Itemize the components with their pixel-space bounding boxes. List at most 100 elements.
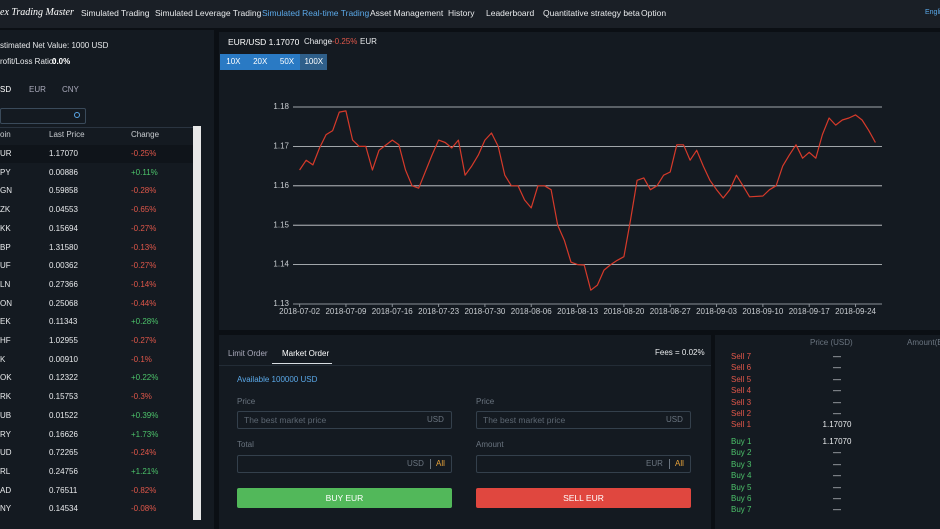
last-price: 0.14534 [49, 504, 78, 514]
coin-code[interactable]: ZK [0, 205, 11, 215]
unit: USD [427, 415, 444, 424]
language[interactable]: Engli [925, 9, 940, 16]
coin-code[interactable]: KK [0, 223, 11, 233]
change: +0.39% [131, 410, 159, 420]
leverage-label[interactable]: 10X [226, 57, 241, 66]
nav-item[interactable]: History [448, 8, 475, 18]
leverage-button[interactable] [273, 54, 301, 70]
leverage-label[interactable]: 20X [253, 57, 268, 66]
coin-code[interactable]: UR [0, 149, 12, 158]
price-input[interactable] [237, 411, 452, 429]
last-price: 0.76511 [49, 485, 78, 495]
book-price: 1.17070 [822, 420, 852, 430]
x-tick-label: 2018-07-16 [372, 307, 413, 316]
field-label: Price [476, 397, 495, 406]
nav-item[interactable]: Asset Management [370, 8, 444, 18]
leverage-button[interactable] [246, 54, 274, 70]
coin-code[interactable]: NY [0, 504, 12, 514]
coin-code[interactable]: GN [0, 186, 12, 196]
amount-input[interactable] [476, 455, 691, 473]
currency-tab[interactable]: SD [0, 85, 12, 94]
trade-button[interactable] [237, 488, 452, 508]
leverage-button[interactable] [300, 54, 328, 70]
last-price: 0.12322 [49, 373, 78, 383]
coin-code[interactable]: RY [0, 429, 11, 439]
x-tick-label: 2018-08-06 [511, 307, 552, 316]
pair: EUR/USD 1.17070 [228, 37, 300, 47]
nav-item[interactable]: Leaderboard [486, 8, 535, 18]
brand: ex Trading Master [0, 7, 74, 18]
last-price: 0.00910 [49, 354, 78, 364]
book-price: — [833, 459, 841, 469]
coin-code[interactable]: LN [0, 279, 11, 289]
x-tick-label: 2018-09-17 [789, 307, 830, 316]
amount-input[interactable] [237, 455, 452, 473]
book-price: — [833, 448, 841, 458]
search-box[interactable] [0, 108, 86, 124]
order-tab[interactable]: Market Order [282, 349, 330, 358]
change: -0.27% [131, 336, 157, 345]
nav-item[interactable]: Simulated Real-time Trading [262, 8, 370, 18]
change: +0.11% [131, 167, 158, 177]
trade-button-label[interactable]: SELL EUR [563, 493, 604, 503]
leverage-button[interactable] [220, 54, 247, 70]
last-price: 0.27366 [49, 279, 78, 289]
trade-button[interactable] [476, 488, 691, 508]
coin-code[interactable]: UD [0, 448, 12, 458]
last-price: 1.31580 [49, 242, 78, 252]
change: +0.22% [131, 373, 159, 383]
coin-code[interactable]: OK [0, 373, 12, 383]
x-tick-label: 2018-07-23 [418, 307, 459, 316]
price-input[interactable] [476, 411, 691, 429]
coin-code[interactable]: RL [0, 466, 11, 476]
book-price: — [833, 363, 841, 373]
field-label: Total [237, 440, 254, 449]
nav-item[interactable]: Quantitative strategy beta [543, 8, 640, 18]
book-label: Buy 6 [731, 494, 752, 503]
nav-item[interactable]: Simulated Leverage Trading [155, 8, 262, 18]
coin-code[interactable]: AD [0, 485, 12, 495]
coin-code[interactable]: RK [0, 392, 12, 402]
coin-code[interactable]: UF [0, 261, 11, 271]
change: -0.65% [131, 205, 157, 215]
x-tick-label: 2018-07-09 [325, 307, 366, 316]
y-tick-label: 1.13 [273, 299, 289, 308]
y-tick-label: 1.15 [273, 220, 289, 229]
x-tick-label: 2018-09-10 [742, 307, 783, 316]
currency-tab[interactable]: CNY [62, 85, 79, 94]
nav-item[interactable]: Option [641, 8, 667, 18]
change: -0.1% [131, 354, 152, 364]
coin-code[interactable]: K [0, 354, 6, 364]
ratio-value: 0.0% [52, 57, 71, 66]
book-price: — [833, 397, 841, 407]
coin-code[interactable]: UB [0, 410, 12, 420]
coin-code[interactable]: EK [0, 317, 11, 327]
trade-button-label[interactable]: BUY EUR [325, 493, 364, 503]
chart-panel [219, 32, 940, 330]
last-price: 0.24756 [49, 466, 78, 476]
order-tab[interactable]: Limit Order [228, 349, 268, 358]
x-tick-label: 2018-08-20 [603, 307, 644, 316]
leverage-label[interactable]: 100X [304, 57, 324, 66]
nav-item[interactable]: Simulated Trading [81, 8, 150, 18]
column-header: Last Price [49, 130, 85, 139]
unit: USD [407, 459, 424, 468]
market-panel [0, 30, 214, 529]
change: +0.28% [131, 317, 159, 327]
currency-tab[interactable]: EUR [29, 85, 46, 94]
column-header: oin [0, 130, 11, 139]
coin-code[interactable]: ON [0, 298, 12, 308]
change: -0.27% [131, 261, 157, 271]
all-button[interactable]: All [675, 459, 684, 468]
coin-code[interactable]: HF [0, 336, 11, 345]
book-price: — [833, 505, 841, 515]
book-label: Buy 3 [731, 459, 752, 469]
leverage-label[interactable]: 50X [279, 57, 295, 66]
available: Available 100000 USD [237, 375, 318, 384]
x-tick-label: 2018-08-27 [650, 307, 691, 316]
coin-code[interactable]: PY [0, 167, 11, 177]
change: -0.44% [131, 298, 157, 308]
coin-code[interactable]: BP [0, 242, 11, 252]
all-button[interactable]: All [436, 459, 445, 468]
